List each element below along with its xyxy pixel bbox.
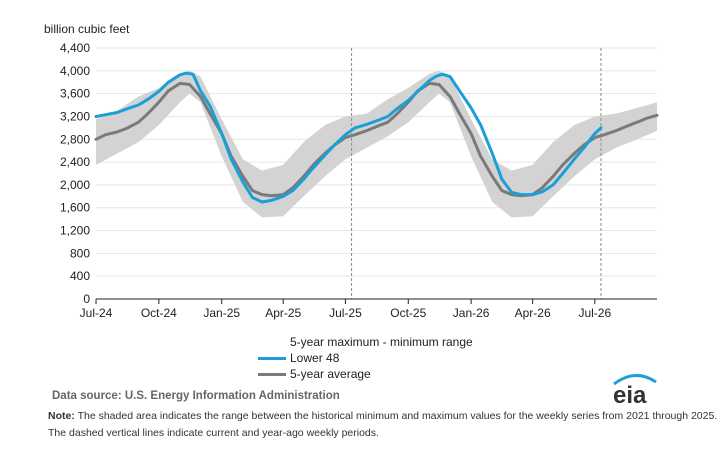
- y-tick-label: 400: [70, 269, 90, 283]
- y-tick-label: 1,200: [60, 224, 90, 238]
- range-layer: [96, 70, 657, 218]
- reference-lines: [351, 48, 602, 299]
- x-tick-labels: Jul-24 Oct-24 Jan-25 Apr-25 Jul-25 Oct-25 Jan-…: [80, 306, 612, 320]
- chart: 0 400 800 1,200 1,600 2,000 2,400 2,800 3,200 3,6…: [44, 22, 659, 320]
- eia-logo: eia: [613, 374, 657, 406]
- x-tick-label: Apr-26: [515, 306, 551, 320]
- y-tick-label: 3,200: [60, 109, 90, 123]
- y-tick-label: 2,800: [60, 132, 90, 146]
- legend-label-lower48: Lower 48: [290, 351, 340, 365]
- x-tick-label: Jan-26: [453, 306, 490, 320]
- y-tick-label: 0: [83, 292, 90, 306]
- y-tick-label: 2,000: [60, 178, 90, 192]
- data-source: Data source: U.S. Energy Information Adm…: [52, 390, 340, 402]
- x-tick-label: Oct-25: [390, 306, 426, 320]
- y-tick-label: 3,600: [60, 87, 90, 101]
- legend-swatch-lower48: [258, 356, 286, 360]
- x-tick-label: Jul-25: [329, 306, 362, 320]
- legend-label-range: 5-year maximum - minimum range: [290, 335, 473, 349]
- y-tick-label: 4,000: [60, 64, 90, 78]
- y-tick-label: 800: [70, 246, 90, 260]
- x-tick-label: Jul-26: [578, 306, 611, 320]
- legend: 5-year maximum - minimum range Lower 48 …: [258, 334, 473, 382]
- legend-item-range: 5-year maximum - minimum range: [258, 334, 473, 350]
- y-tick-label: 2,400: [60, 155, 90, 169]
- series-line-lower48: [94, 71, 603, 204]
- axes: [95, 298, 657, 304]
- legend-swatch-average: [258, 372, 286, 376]
- x-tick-label: Apr-25: [265, 306, 301, 320]
- logo-arc-icon: [613, 374, 657, 386]
- gridlines: [96, 47, 657, 277]
- x-tick-label: Jul-24: [80, 306, 113, 320]
- y-tick-label: 1,600: [60, 201, 90, 215]
- note-label: Note:: [48, 410, 75, 422]
- x-tick-label: Jan-25: [203, 306, 240, 320]
- series-line-average: [94, 81, 659, 198]
- svg-text:eia: eia: [613, 382, 647, 406]
- note-text: The shaded area indicates the range betw…: [48, 410, 718, 439]
- footnote: Note: The shaded area indicates the rang…: [48, 408, 718, 442]
- y-tick-labels: 0 400 800 1,200 1,600 2,000 2,400 2,800 3,200 3,6…: [60, 41, 90, 306]
- x-tick-label: Oct-24: [141, 306, 177, 320]
- range-band: [96, 70, 657, 218]
- series-layer: [94, 71, 659, 204]
- y-tick-label: 4,400: [60, 41, 90, 55]
- legend-item-average: 5-year average: [258, 366, 473, 382]
- legend-label-average: 5-year average: [290, 367, 371, 381]
- y-axis-unit-label: billion cubic feet: [44, 22, 130, 36]
- legend-item-lower48: Lower 48: [258, 350, 473, 366]
